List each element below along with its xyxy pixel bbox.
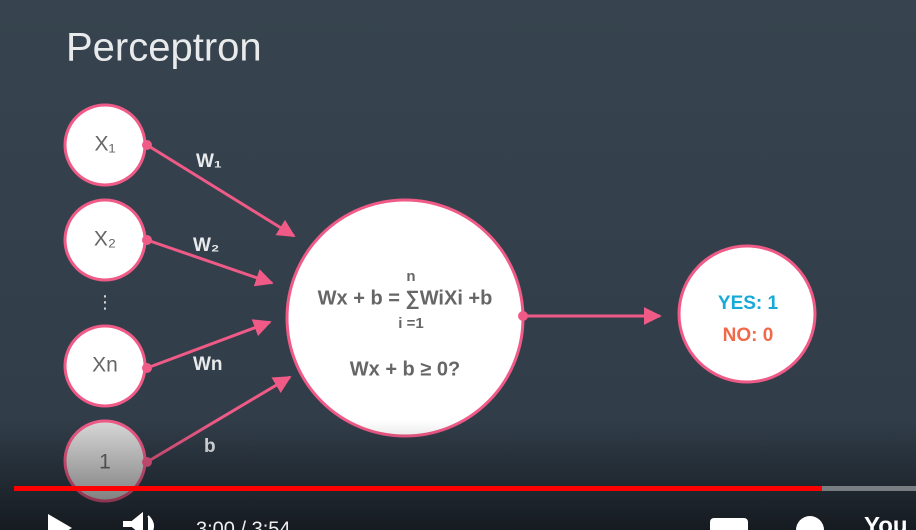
edge — [146, 238, 274, 287]
dot — [142, 140, 152, 150]
edge — [146, 319, 272, 370]
dot — [142, 235, 152, 245]
formula: Wx + b = ∑WiXi +b — [318, 287, 493, 309]
weight-label: Wn — [193, 354, 223, 375]
edge — [146, 143, 296, 238]
captions-button[interactable] — [710, 518, 748, 530]
play-button[interactable] — [48, 514, 72, 530]
neuron-text: n Wx + b = ∑WiXi +b i =1 Wx + b ≥ 0? — [318, 268, 493, 380]
youtube-logo[interactable]: You — [864, 512, 908, 530]
input-label: X₁ — [94, 133, 115, 156]
condition: Wx + b ≥ 0? — [350, 358, 460, 380]
settings-button[interactable] — [796, 516, 824, 530]
time-display: 3:00 / 3:54 — [196, 518, 291, 530]
input-label: ⋮ — [96, 292, 114, 312]
slide-title: Perceptron — [66, 26, 262, 70]
input-label: X₂ — [94, 228, 116, 251]
weight-label: W₂ — [193, 235, 219, 256]
output-node — [677, 244, 817, 384]
volume-button[interactable] — [123, 511, 154, 530]
dot — [142, 363, 152, 373]
sum-lower: i =1 — [398, 315, 423, 332]
sum-upper: n — [406, 268, 415, 285]
progress-played[interactable] — [14, 486, 822, 491]
input-label: Xn — [92, 354, 118, 377]
weight-label: W₁ — [196, 151, 222, 172]
output-no: NO: 0 — [723, 325, 774, 346]
dot — [518, 311, 528, 321]
output-yes: YES: 1 — [718, 293, 779, 314]
controls-shade — [0, 420, 916, 530]
